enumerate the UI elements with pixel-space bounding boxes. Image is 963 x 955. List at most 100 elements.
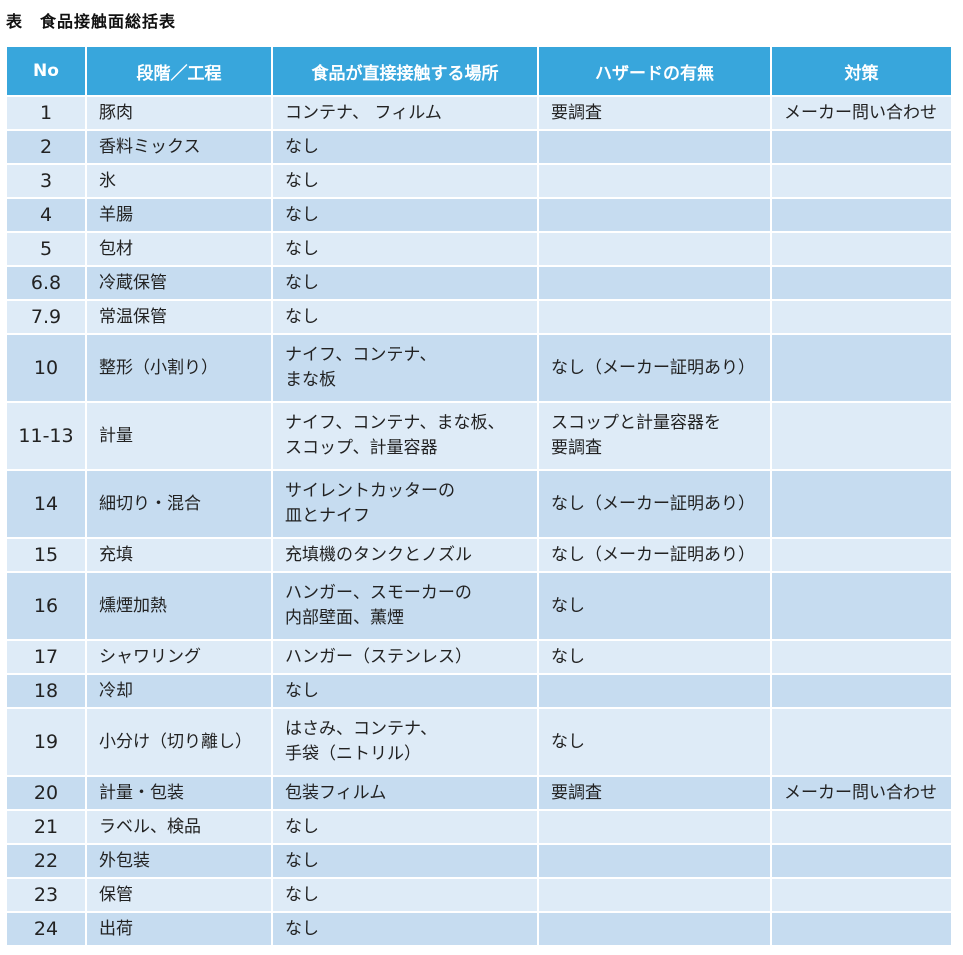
cell-measure xyxy=(772,131,951,163)
cell-hazard: なし（メーカー証明あり） xyxy=(539,539,770,571)
cell-hazard xyxy=(539,233,770,265)
cell-hazard: 要調査 xyxy=(539,777,770,809)
table-row: 5 包材 なし xyxy=(7,233,951,265)
cell-no: 21 xyxy=(7,811,85,843)
table-row: 10 整形（小割り） ナイフ、コンテナ、 まな板 なし（メーカー証明あり） xyxy=(7,335,951,401)
cell-step: 外包装 xyxy=(87,845,271,877)
table-row: 17 シャワリング ハンガー（ステンレス） なし xyxy=(7,641,951,673)
header-hazard: ハザードの有無 xyxy=(539,47,770,95)
table-body: 1 豚肉 コンテナ、 フィルム 要調査 メーカー問い合わせ 2 香料ミックス なし 3 氷なし 4 羊… xyxy=(7,97,951,945)
cell-step: ラベル、検品 xyxy=(87,811,271,843)
cell-measure xyxy=(772,403,951,469)
cell-step: 氷 xyxy=(87,165,271,197)
cell-no: 15 xyxy=(7,539,85,571)
table-row: 21 ラベル、検品 なし xyxy=(7,811,951,843)
table-row: 7.9 常温保管 なし xyxy=(7,301,951,333)
cell-measure xyxy=(772,675,951,707)
cell-no: 23 xyxy=(7,879,85,911)
cell-step: 香料ミックス xyxy=(87,131,271,163)
cell-measure: メーカー問い合わせ xyxy=(772,97,951,129)
cell-hazard xyxy=(539,811,770,843)
cell-measure xyxy=(772,845,951,877)
cell-measure xyxy=(772,199,951,231)
cell-hazard xyxy=(539,199,770,231)
cell-no: 20 xyxy=(7,777,85,809)
cell-contact: 充填機のタンクとノズル xyxy=(273,539,537,571)
cell-measure xyxy=(772,539,951,571)
cell-contact: なし xyxy=(273,879,537,911)
table-row: 22 外包装 なし xyxy=(7,845,951,877)
cell-measure xyxy=(772,165,951,197)
cell-step: 冷蔵保管 xyxy=(87,267,271,299)
cell-step: 充填 xyxy=(87,539,271,571)
cell-contact: なし xyxy=(273,199,537,231)
cell-contact: ハンガー（ステンレス） xyxy=(273,641,537,673)
table-row: 4 羊腸 なし xyxy=(7,199,951,231)
table-row: 14 細切り・混合 サイレントカッターの 皿とナイフ なし（メーカー証明あり） xyxy=(7,471,951,537)
cell-hazard: スコップと計量容器を 要調査 xyxy=(539,403,770,469)
cell-hazard: 要調査 xyxy=(539,97,770,129)
cell-step: 常温保管 xyxy=(87,301,271,333)
table-row: 20 計量・包装 包装フィルム 要調査 メーカー問い合わせ xyxy=(7,777,951,809)
header-measure: 対策 xyxy=(772,47,951,95)
cell-no: 5 xyxy=(7,233,85,265)
cell-contact: なし xyxy=(273,165,537,197)
cell-no: 4 xyxy=(7,199,85,231)
table-row: 6.8 冷蔵保管 なし xyxy=(7,267,951,299)
cell-hazard xyxy=(539,267,770,299)
cell-hazard xyxy=(539,879,770,911)
cell-contact: なし xyxy=(273,267,537,299)
cell-contact: なし xyxy=(273,131,537,163)
cell-no: 2 xyxy=(7,131,85,163)
cell-contact: なし xyxy=(273,811,537,843)
cell-step: 包材 xyxy=(87,233,271,265)
cell-hazard: なし（メーカー証明あり） xyxy=(539,471,770,537)
cell-step: 羊腸 xyxy=(87,199,271,231)
cell-step: 保管 xyxy=(87,879,271,911)
cell-no: 10 xyxy=(7,335,85,401)
cell-measure xyxy=(772,471,951,537)
cell-measure xyxy=(772,267,951,299)
cell-hazard xyxy=(539,165,770,197)
cell-measure: メーカー問い合わせ xyxy=(772,777,951,809)
cell-no: 16 xyxy=(7,573,85,639)
cell-contact: ナイフ、コンテナ、まな板、 スコップ、計量容器 xyxy=(273,403,537,469)
cell-step: 冷却 xyxy=(87,675,271,707)
cell-step: 計量・包装 xyxy=(87,777,271,809)
cell-hazard: なし（メーカー証明あり） xyxy=(539,335,770,401)
table-row: 1 豚肉 コンテナ、 フィルム 要調査 メーカー問い合わせ xyxy=(7,97,951,129)
cell-hazard: なし xyxy=(539,709,770,775)
table-row: 3 氷なし xyxy=(7,165,951,197)
cell-no: 7.9 xyxy=(7,301,85,333)
cell-hazard xyxy=(539,845,770,877)
cell-step: 計量 xyxy=(87,403,271,469)
cell-measure xyxy=(772,879,951,911)
cell-contact: なし xyxy=(273,845,537,877)
cell-step: シャワリング xyxy=(87,641,271,673)
cell-no: 3 xyxy=(7,165,85,197)
cell-step: 燻煙加熱 xyxy=(87,573,271,639)
table-row: 2 香料ミックス なし xyxy=(7,131,951,163)
cell-no: 14 xyxy=(7,471,85,537)
cell-step: 整形（小割り） xyxy=(87,335,271,401)
cell-measure xyxy=(772,301,951,333)
cell-contact: ハンガー、スモーカーの 内部壁面、薫煙 xyxy=(273,573,537,639)
table-row: 23 保管 なし xyxy=(7,879,951,911)
cell-no: 22 xyxy=(7,845,85,877)
cell-no: 1 xyxy=(7,97,85,129)
cell-measure xyxy=(772,811,951,843)
cell-hazard xyxy=(539,131,770,163)
table-row: 16 燻煙加熱 ハンガー、スモーカーの 内部壁面、薫煙 なし xyxy=(7,573,951,639)
cell-contact: コンテナ、 フィルム xyxy=(273,97,537,129)
cell-no: 24 xyxy=(7,913,85,945)
cell-no: 17 xyxy=(7,641,85,673)
table-row: 19 小分け（切り離し） はさみ、コンテナ、 手袋（ニトリル） なし xyxy=(7,709,951,775)
cell-step: 出荷 xyxy=(87,913,271,945)
table-row: 11-13 計量 ナイフ、コンテナ、まな板、 スコップ、計量容器 スコップと計量容器を… xyxy=(7,403,951,469)
cell-hazard xyxy=(539,913,770,945)
cell-hazard: なし xyxy=(539,641,770,673)
cell-measure xyxy=(772,913,951,945)
cell-step: 豚肉 xyxy=(87,97,271,129)
table-title: 表 食品接触面総括表 xyxy=(6,12,177,31)
cell-measure xyxy=(772,573,951,639)
